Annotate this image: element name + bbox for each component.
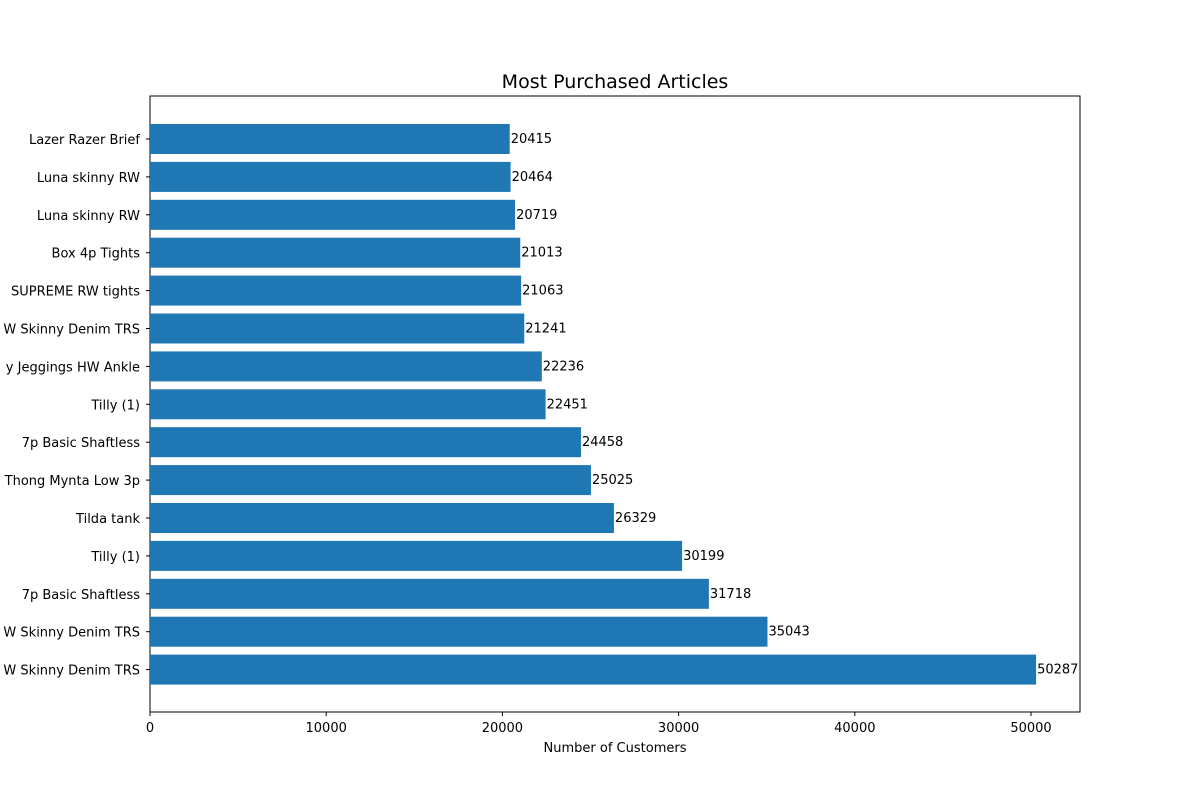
y-tick-label: W Skinny Denim TRS [3,664,140,679]
y-tick-label: SUPREME RW tights [11,285,140,300]
y-tick-label: y Jeggings HW Ankle [6,360,140,375]
bar-value-label: 22451 [547,397,588,412]
bar-value-label: 25025 [592,473,633,488]
bar-value-label: 21013 [521,246,562,261]
bar [150,578,709,609]
bar-value-label: 31718 [710,587,751,602]
chart-title: Most Purchased Articles [502,71,729,93]
x-tick-label: 30000 [658,721,699,736]
y-tick-label: Tilly (1) [90,398,140,413]
bar [150,237,521,268]
bar [150,275,522,306]
y-tick-label: Lazer Razer Brief [29,133,140,148]
bar [150,124,510,154]
y-tick-label: Tilly (1) [90,550,140,565]
x-tick-label: 0 [146,721,154,736]
bar [150,540,683,571]
y-tick-label: 7p Basic Shaftless [22,436,140,451]
bar [150,313,525,344]
x-tick-label: 50000 [1010,721,1051,736]
bar [150,351,542,382]
y-tick-label: W Skinny Denim TRS [3,626,140,641]
y-tick-label: W Skinny Denim TRS [3,323,140,338]
bar [150,503,614,533]
y-tick-label: Box 4p Tights [52,247,141,262]
bar [150,161,511,192]
y-tick-label: Thong Mynta Low 3p [4,474,140,489]
y-tick-label: Tilda tank [75,512,140,527]
bar-value-label: 50287 [1037,663,1078,678]
bar-value-label: 35043 [768,625,809,640]
y-tick-label: Luna skinny RW [37,171,140,186]
x-tick-label: 40000 [834,721,875,736]
bar-value-label: 24458 [582,435,623,450]
bar-value-label: 22236 [543,359,584,374]
bar [150,616,768,647]
bar [150,465,591,496]
bar [150,427,581,458]
bar-value-label: 21241 [525,322,566,337]
bar-value-label: 20464 [512,170,553,185]
bar-value-label: 21063 [522,284,563,299]
x-axis-ticks: 0 10000 20000 30000 40000 50000 [146,712,1052,736]
value-labels-group: 20415 20464 20719 21013 21063 21241 22236 22451… [511,132,1079,678]
y-tick-label: 7p Basic Shaftless [22,588,140,603]
bar-value-label: 26329 [615,511,656,526]
bar-value-label: 20719 [516,208,557,223]
bar-value-label: 30199 [683,549,724,564]
bar [150,199,516,230]
x-tick-label: 10000 [306,721,347,736]
x-axis-label: Number of Customers [544,741,687,756]
y-tick-label: Luna skinny RW [37,209,140,224]
bar [150,389,546,420]
x-tick-label: 20000 [482,721,523,736]
bars-group [150,124,1037,685]
bar-value-label: 20415 [511,132,552,147]
y-axis-ticks: Lazer Razer Brief Luna skinny RW Luna skin… [3,133,150,679]
bar [150,654,1037,685]
